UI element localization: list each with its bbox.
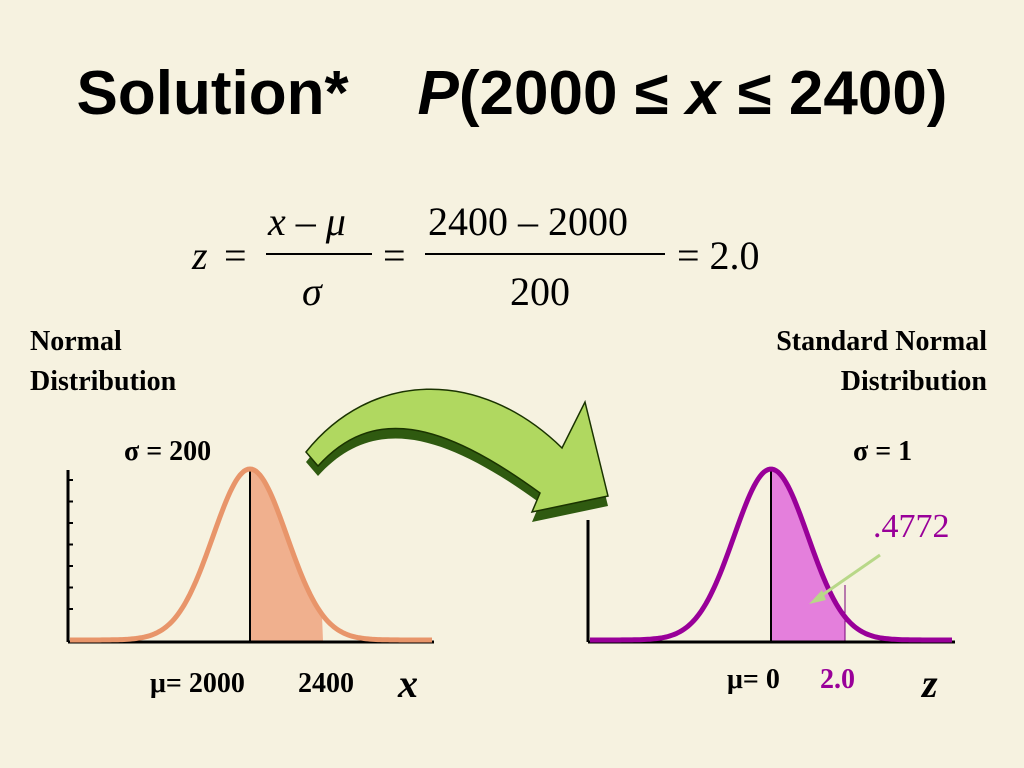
- area-pointer-head: [809, 590, 826, 604]
- left-axis-var: x: [398, 661, 418, 706]
- slide-title: Solution* P(2000 ≤ x ≤ 2400): [0, 58, 1024, 129]
- right-z-value: 2.0: [820, 664, 855, 695]
- right-mu-label: μ= 0: [727, 664, 780, 695]
- eq-denominator-2: 200: [510, 269, 570, 314]
- left-sigma-label: σ = 200: [124, 436, 212, 467]
- right-axis-var: z: [922, 661, 938, 706]
- transform-arrow: [305, 388, 609, 522]
- right-shaded-area: [771, 469, 845, 641]
- left-label-line2: Distribution: [30, 366, 177, 397]
- eq-result: = 2.0: [677, 233, 760, 278]
- right-normal-curve: [590, 466, 952, 643]
- title-open: (2000 ≤: [458, 59, 686, 128]
- right-label-line1: Standard Normal: [776, 326, 987, 357]
- right-sigma-label: σ = 1: [853, 436, 913, 467]
- title-prefix: Solution*: [76, 59, 349, 128]
- eq-equals-1: =: [224, 233, 247, 278]
- right-area-label: .4772: [873, 508, 950, 545]
- left-label-line1: Normal: [30, 326, 122, 357]
- eq-z: z: [192, 233, 208, 278]
- eq-numerator-1: x – μ: [268, 199, 346, 244]
- right-label-line2: Distribution: [840, 366, 987, 397]
- eq-denominator-1: σ: [302, 269, 322, 314]
- left-y-ticks: [68, 479, 73, 610]
- area-pointer-line: [817, 553, 881, 600]
- left-x-value: 2400: [298, 668, 354, 699]
- eq-equals-2: =: [383, 233, 406, 278]
- left-shaded-area: [250, 469, 323, 641]
- eq-numerator-2: 2400 – 2000: [428, 199, 628, 244]
- title-p: P: [417, 59, 459, 128]
- left-mu-label: μ= 2000: [150, 668, 245, 699]
- title-close: ≤ 2400): [720, 59, 948, 128]
- title-x: x: [685, 59, 721, 128]
- left-normal-curve: [70, 466, 432, 643]
